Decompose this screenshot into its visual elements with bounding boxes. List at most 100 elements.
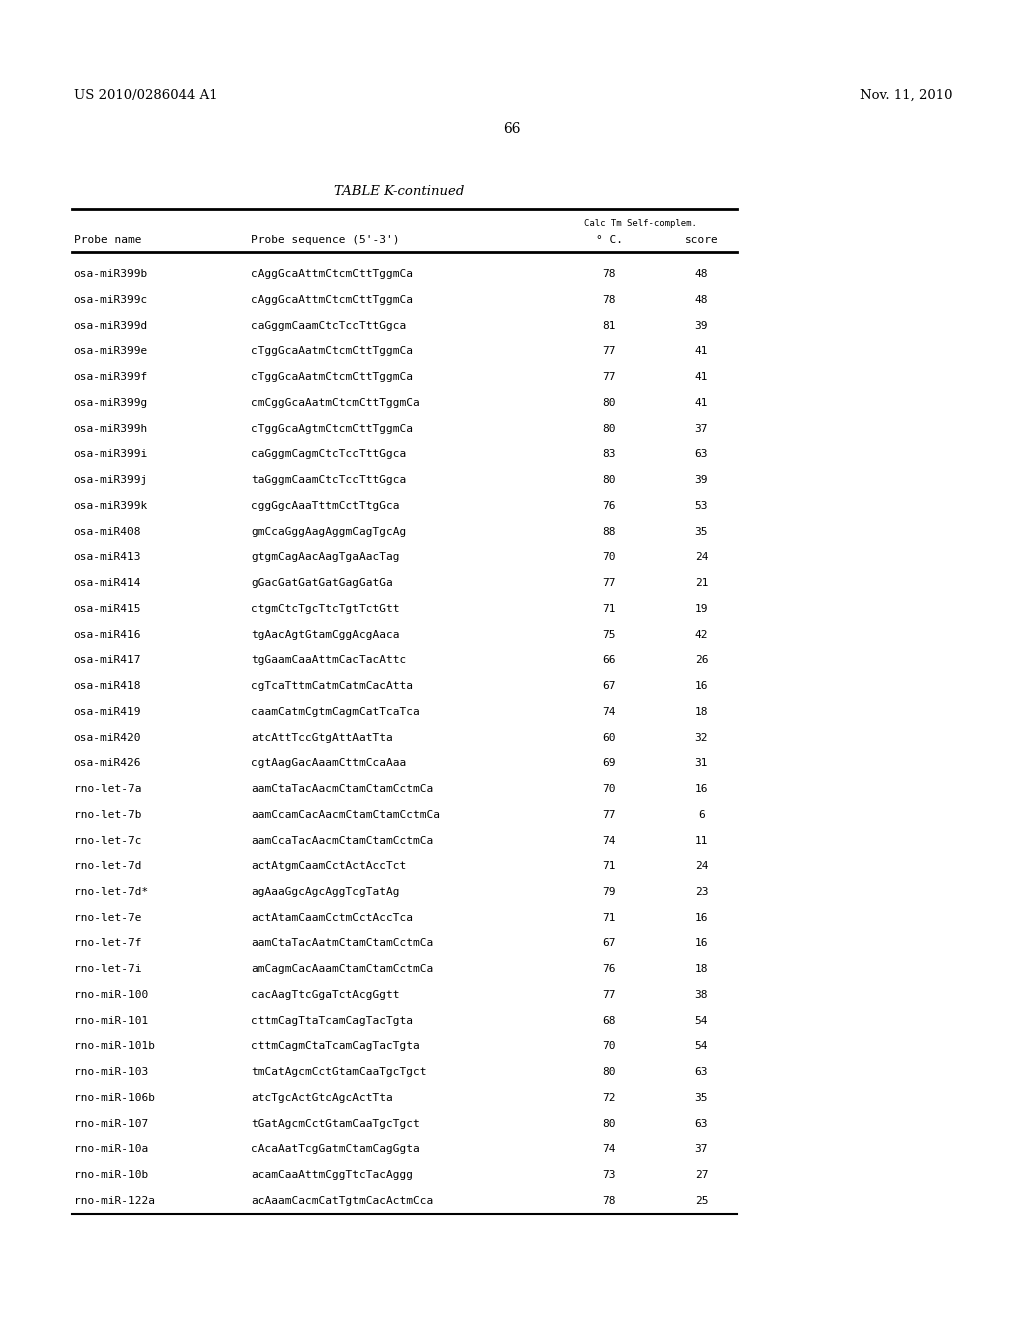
Text: cgtAagGacAaamCttmCcaAaa: cgtAagGacAaamCttmCcaAaa — [251, 758, 407, 768]
Text: 77: 77 — [602, 578, 616, 589]
Text: cAcaAatTcgGatmCtamCagGgta: cAcaAatTcgGatmCtamCagGgta — [251, 1144, 420, 1155]
Text: rno-miR-103: rno-miR-103 — [74, 1067, 148, 1077]
Text: tmCatAgcmCctGtamCaaTgcTgct: tmCatAgcmCctGtamCaaTgcTgct — [251, 1067, 426, 1077]
Text: osa-miR399d: osa-miR399d — [74, 321, 148, 331]
Text: rno-miR-106b: rno-miR-106b — [74, 1093, 155, 1104]
Text: 66: 66 — [602, 655, 616, 665]
Text: 71: 71 — [602, 603, 616, 614]
Text: 68: 68 — [602, 1015, 616, 1026]
Text: rno-let-7b: rno-let-7b — [74, 809, 141, 820]
Text: Calc Tm Self-complem.: Calc Tm Self-complem. — [584, 219, 696, 227]
Text: rno-miR-100: rno-miR-100 — [74, 990, 148, 1001]
Text: 16: 16 — [694, 784, 709, 795]
Text: caGggmCaamCtcTccTttGgca: caGggmCaamCtcTccTttGgca — [251, 321, 407, 331]
Text: cAggGcaAttmCtcmCttTggmCa: cAggGcaAttmCtcmCttTggmCa — [251, 269, 413, 280]
Text: 66: 66 — [503, 123, 521, 136]
Text: 24: 24 — [694, 861, 709, 871]
Text: 39: 39 — [694, 321, 709, 331]
Text: rno-miR-101: rno-miR-101 — [74, 1015, 148, 1026]
Text: cAggGcaAttmCtcmCttTggmCa: cAggGcaAttmCtcmCttTggmCa — [251, 294, 413, 305]
Text: agAaaGgcAgcAggTcgTatAg: agAaaGgcAgcAggTcgTatAg — [251, 887, 399, 898]
Text: score: score — [685, 235, 718, 246]
Text: 35: 35 — [694, 527, 709, 537]
Text: 53: 53 — [694, 500, 709, 511]
Text: 41: 41 — [694, 346, 709, 356]
Text: rno-let-7e: rno-let-7e — [74, 912, 141, 923]
Text: 77: 77 — [602, 809, 616, 820]
Text: 70: 70 — [602, 552, 616, 562]
Text: osa-miR426: osa-miR426 — [74, 758, 141, 768]
Text: rno-let-7a: rno-let-7a — [74, 784, 141, 795]
Text: tgGaamCaaAttmCacTacAttc: tgGaamCaaAttmCacTacAttc — [251, 655, 407, 665]
Text: 21: 21 — [694, 578, 709, 589]
Text: 63: 63 — [694, 1067, 709, 1077]
Text: caGggmCagmCtcTccTttGgca: caGggmCagmCtcTccTttGgca — [251, 449, 407, 459]
Text: cggGgcAaaTttmCctTtgGca: cggGgcAaaTttmCctTtgGca — [251, 500, 399, 511]
Text: 88: 88 — [602, 527, 616, 537]
Text: 24: 24 — [694, 552, 709, 562]
Text: rno-miR-122a: rno-miR-122a — [74, 1196, 155, 1206]
Text: amCagmCacAaamCtamCtamCctmCa: amCagmCacAaamCtamCtamCctmCa — [251, 964, 433, 974]
Text: cTggGcaAatmCtcmCttTggmCa: cTggGcaAatmCtcmCttTggmCa — [251, 372, 413, 383]
Text: 80: 80 — [602, 1067, 616, 1077]
Text: osa-miR419: osa-miR419 — [74, 706, 141, 717]
Text: osa-miR399j: osa-miR399j — [74, 475, 148, 486]
Text: taGggmCaamCtcTccTttGgca: taGggmCaamCtcTccTttGgca — [251, 475, 407, 486]
Text: 31: 31 — [694, 758, 709, 768]
Text: 69: 69 — [602, 758, 616, 768]
Text: rno-let-7f: rno-let-7f — [74, 939, 141, 949]
Text: 80: 80 — [602, 424, 616, 434]
Text: rno-let-7c: rno-let-7c — [74, 836, 141, 846]
Text: US 2010/0286044 A1: US 2010/0286044 A1 — [74, 88, 217, 102]
Text: 18: 18 — [694, 964, 709, 974]
Text: 54: 54 — [694, 1041, 709, 1052]
Text: caamCatmCgtmCagmCatTcaTca: caamCatmCgtmCagmCatTcaTca — [251, 706, 420, 717]
Text: atcTgcActGtcAgcActTta: atcTgcActGtcAgcActTta — [251, 1093, 392, 1104]
Text: osa-miR416: osa-miR416 — [74, 630, 141, 640]
Text: 74: 74 — [602, 706, 616, 717]
Text: aamCcamCacAacmCtamCtamCctmCa: aamCcamCacAacmCtamCtamCctmCa — [251, 809, 440, 820]
Text: 76: 76 — [602, 964, 616, 974]
Text: gtgmCagAacAagTgaAacTag: gtgmCagAacAagTgaAacTag — [251, 552, 399, 562]
Text: osa-miR399i: osa-miR399i — [74, 449, 148, 459]
Text: 27: 27 — [694, 1170, 709, 1180]
Text: osa-miR420: osa-miR420 — [74, 733, 141, 743]
Text: 77: 77 — [602, 346, 616, 356]
Text: ctgmCtcTgcTtcTgtTctGtt: ctgmCtcTgcTtcTgtTctGtt — [251, 603, 399, 614]
Text: 83: 83 — [602, 449, 616, 459]
Text: 70: 70 — [602, 1041, 616, 1052]
Text: 79: 79 — [602, 887, 616, 898]
Text: 78: 78 — [602, 1196, 616, 1206]
Text: 11: 11 — [694, 836, 709, 846]
Text: aamCtaTacAacmCtamCtamCctmCa: aamCtaTacAacmCtamCtamCctmCa — [251, 784, 433, 795]
Text: osa-miR399h: osa-miR399h — [74, 424, 148, 434]
Text: cmCggGcaAatmCtcmCttTggmCa: cmCggGcaAatmCtcmCttTggmCa — [251, 397, 420, 408]
Text: 23: 23 — [694, 887, 709, 898]
Text: acAaamCacmCatTgtmCacActmCca: acAaamCacmCatTgtmCacActmCca — [251, 1196, 433, 1206]
Text: 25: 25 — [694, 1196, 709, 1206]
Text: rno-miR-107: rno-miR-107 — [74, 1118, 148, 1129]
Text: 41: 41 — [694, 372, 709, 383]
Text: tGatAgcmCctGtamCaaTgcTgct: tGatAgcmCctGtamCaaTgcTgct — [251, 1118, 420, 1129]
Text: 63: 63 — [694, 1118, 709, 1129]
Text: tgAacAgtGtamCggAcgAaca: tgAacAgtGtamCggAcgAaca — [251, 630, 399, 640]
Text: rno-miR-101b: rno-miR-101b — [74, 1041, 155, 1052]
Text: rno-miR-10a: rno-miR-10a — [74, 1144, 148, 1155]
Text: actAtgmCaamCctActAccTct: actAtgmCaamCctActAccTct — [251, 861, 407, 871]
Text: 80: 80 — [602, 397, 616, 408]
Text: osa-miR399c: osa-miR399c — [74, 294, 148, 305]
Text: 67: 67 — [602, 939, 616, 949]
Text: osa-miR399g: osa-miR399g — [74, 397, 148, 408]
Text: Nov. 11, 2010: Nov. 11, 2010 — [860, 88, 952, 102]
Text: actAtamCaamCctmCctAccTca: actAtamCaamCctmCctAccTca — [251, 912, 413, 923]
Text: cTggGcaAatmCtcmCttTggmCa: cTggGcaAatmCtcmCttTggmCa — [251, 346, 413, 356]
Text: osa-miR417: osa-miR417 — [74, 655, 141, 665]
Text: 26: 26 — [694, 655, 709, 665]
Text: aamCcaTacAacmCtamCtamCctmCa: aamCcaTacAacmCtamCtamCctmCa — [251, 836, 433, 846]
Text: cTggGcaAgtmCtcmCttTggmCa: cTggGcaAgtmCtcmCttTggmCa — [251, 424, 413, 434]
Text: 18: 18 — [694, 706, 709, 717]
Text: cgTcaTttmCatmCatmCacAtta: cgTcaTttmCatmCatmCacAtta — [251, 681, 413, 692]
Text: 16: 16 — [694, 681, 709, 692]
Text: cttmCagTtaTcamCagTacTgta: cttmCagTtaTcamCagTacTgta — [251, 1015, 413, 1026]
Text: 74: 74 — [602, 836, 616, 846]
